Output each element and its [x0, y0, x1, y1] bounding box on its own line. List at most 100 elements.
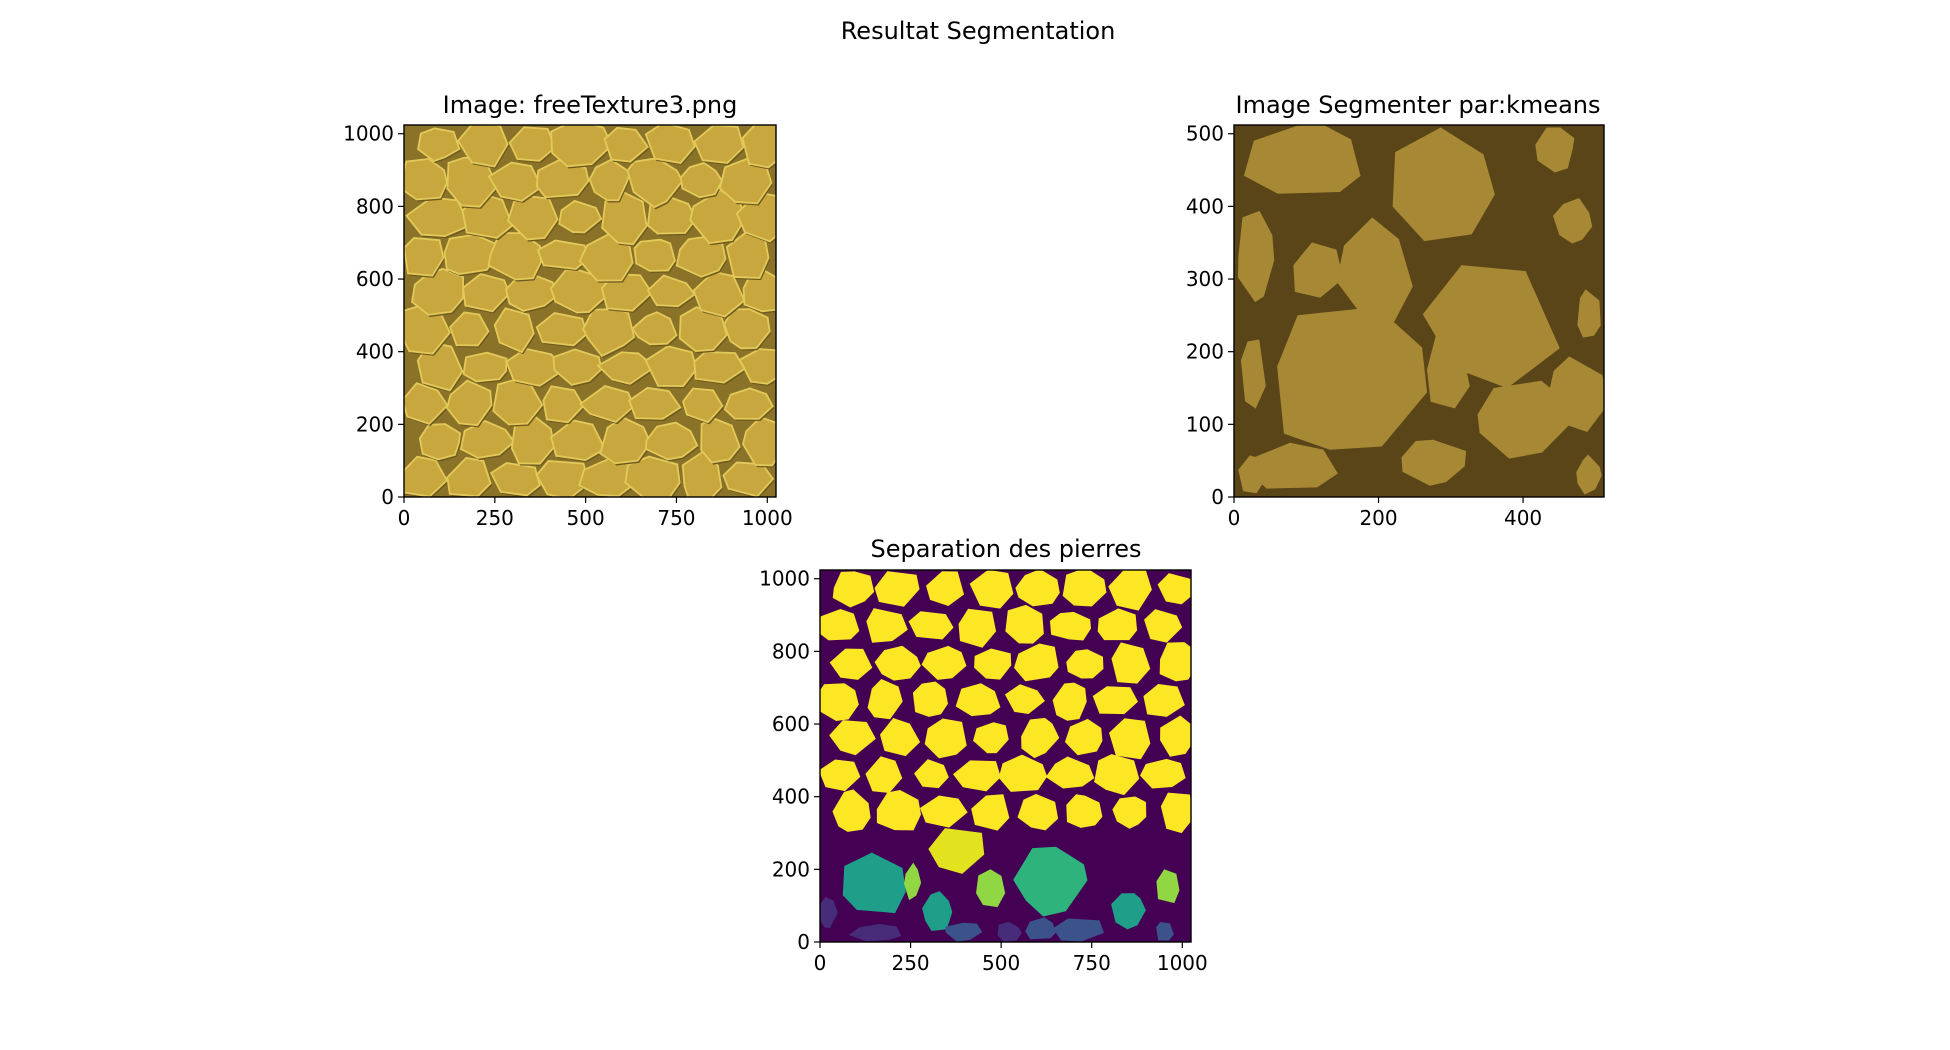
- kmeans-stone-region: [1392, 127, 1495, 242]
- texture-stone: [741, 125, 776, 169]
- texture-stone: [644, 125, 696, 164]
- label-stone-region: [912, 681, 949, 717]
- texture-stone: [490, 462, 541, 497]
- texture-stone: [536, 239, 593, 270]
- texture-image: [404, 125, 776, 497]
- kmeans-stone-region: [1240, 339, 1266, 409]
- ticks-original: 0 250 500 750 1000 0 200 400 600 800 1000: [343, 122, 793, 530]
- original-xtick-label: 500: [567, 506, 605, 530]
- texture-stone: [404, 382, 449, 425]
- texture-stone: [443, 233, 497, 275]
- kmeans-ytick-label: 100: [1186, 412, 1224, 436]
- texture-stone: [596, 351, 657, 385]
- texture-stone: [633, 238, 676, 272]
- kmeans-ytick-label: 300: [1186, 267, 1224, 291]
- label-stone-region: [1004, 684, 1045, 714]
- texture-stone: [723, 308, 771, 350]
- kmeans-stone-region: [1293, 242, 1344, 298]
- texture-stone: [558, 199, 603, 234]
- label-stone-region: [1005, 604, 1044, 644]
- kmeans-stone-region: [1237, 210, 1275, 303]
- kmeans-ytick-label: 500: [1186, 122, 1224, 146]
- label-stone-region: [1052, 918, 1104, 942]
- label-stone-region: [874, 645, 921, 681]
- texture-stone: [446, 379, 493, 427]
- label-stone-region: [1094, 754, 1140, 796]
- label-stone-region: [919, 795, 968, 828]
- texture-stone: [723, 387, 774, 420]
- kmeans-stone-region: [1401, 439, 1467, 486]
- label-stone-region: [1013, 846, 1088, 917]
- texture-stone: [459, 419, 516, 459]
- separation-xtick-label: 0: [814, 951, 827, 975]
- panel-stone-separation: Separation des pierres 0 250 500 750 1000 0 20…: [759, 535, 1208, 975]
- texture-stone: [510, 415, 556, 465]
- label-stone-region: [1111, 642, 1151, 684]
- label-stone-region: [908, 611, 954, 640]
- texture-stone: [418, 423, 462, 461]
- texture-stone: [645, 421, 699, 461]
- texture-stone: [578, 384, 636, 424]
- label-stone-region: [1021, 717, 1060, 759]
- original-xtick-label: 1000: [742, 506, 793, 530]
- kmeans-xtick-label: 400: [1504, 506, 1542, 530]
- original-ytick-label: 800: [356, 194, 394, 218]
- panel-title-separation: Separation des pierres: [871, 535, 1142, 563]
- label-stone-region: [820, 609, 860, 641]
- label-stone-region: [1052, 682, 1087, 721]
- separation-ytick-label: 800: [772, 639, 810, 663]
- texture-stone: [646, 274, 697, 308]
- label-stone-region: [832, 789, 871, 832]
- label-stone-region: [1156, 869, 1180, 904]
- separation-ytick-label: 200: [772, 857, 810, 881]
- label-stone-region: [866, 608, 908, 643]
- label-stone-region: [829, 720, 876, 756]
- texture-stone: [742, 269, 776, 313]
- axes-frame-original: [403, 124, 777, 498]
- panel-original-texture: Image: freeTexture3.png 0 250 500 750 1000 0 2…: [343, 91, 793, 530]
- kmeans-image: [1234, 125, 1604, 497]
- label-stone-region: [997, 921, 1022, 942]
- texture-stone: [505, 347, 566, 387]
- label-stone-region: [1015, 570, 1060, 607]
- label-stone-region: [1066, 649, 1104, 679]
- label-stone-region: [842, 852, 906, 914]
- texture-stone: [550, 125, 613, 168]
- label-stone-region: [1092, 686, 1139, 715]
- texture-stone: [508, 126, 557, 162]
- label-stone-region: [1143, 684, 1185, 717]
- label-stone-region: [1108, 570, 1152, 611]
- ticks-kmeans: 0 200 400 0 100 200 300 400 500: [1186, 122, 1542, 530]
- kmeans-xtick-label: 0: [1228, 506, 1241, 530]
- texture-stone: [600, 273, 654, 312]
- panel-title-kmeans: Image Segmenter par:kmeans: [1236, 91, 1601, 119]
- label-stone-region: [904, 862, 922, 901]
- kmeans-stone-region: [1546, 356, 1604, 433]
- label-stone-region: [945, 922, 983, 942]
- texture-stone: [599, 416, 652, 465]
- label-stone-region: [958, 608, 997, 648]
- label-stone-region: [1112, 796, 1147, 829]
- separation-ytick-label: 400: [772, 785, 810, 809]
- texture-stone: [550, 419, 607, 462]
- texture-stone: [487, 232, 542, 281]
- panel-title-original: Image: freeTexture3.png: [443, 91, 738, 119]
- label-stone-region: [969, 570, 1014, 609]
- texture-stone: [449, 311, 490, 347]
- label-stone-region: [974, 648, 1012, 680]
- label-stone-region: [876, 789, 922, 831]
- texture-stone: [462, 273, 511, 313]
- label-stone-region: [1109, 718, 1151, 760]
- texture-stone: [603, 126, 649, 163]
- texture-stone: [700, 417, 741, 464]
- texture-stone: [693, 125, 745, 164]
- texture-stone: [631, 311, 678, 346]
- texture-stone: [456, 125, 509, 168]
- texture-stone: [487, 161, 543, 202]
- texture-stone: [738, 348, 776, 385]
- label-stone-region: [924, 718, 967, 759]
- label-stone-region: [952, 760, 1001, 792]
- texture-stone: [624, 455, 681, 497]
- label-stone-region: [998, 754, 1048, 792]
- label-stone-region: [1139, 758, 1186, 789]
